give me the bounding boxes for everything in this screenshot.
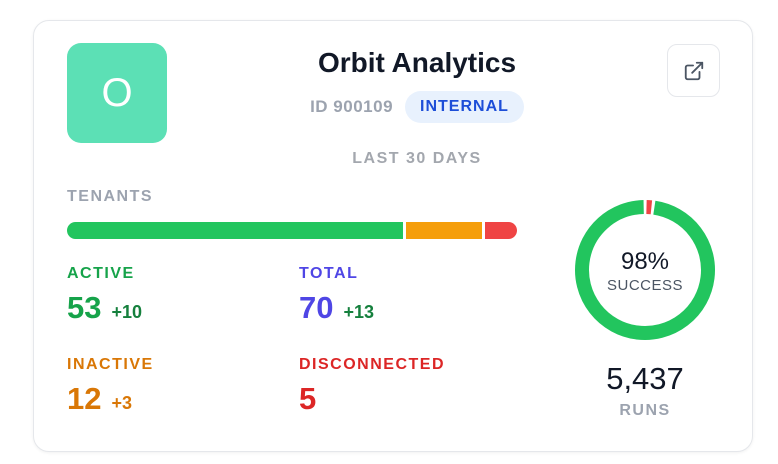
stat-disconnected-label: DISCONNECTED	[299, 356, 446, 373]
bar-segment-active	[67, 222, 404, 239]
success-percent: 98%	[620, 247, 670, 275]
stat-total-value: 70	[299, 290, 334, 325]
stat-active-value: 53	[67, 290, 102, 325]
status-badge: INTERNAL	[405, 91, 524, 123]
open-external-button[interactable]	[667, 44, 720, 97]
stat-total: TOTAL 70 +13	[299, 264, 374, 326]
stat-inactive-label: INACTIVE	[67, 356, 154, 373]
stat-inactive-value: 12	[67, 381, 102, 416]
app-summary-card: O Orbit Analytics ID 900109 INTERNAL LAS…	[33, 20, 753, 452]
app-logo: O	[67, 43, 167, 143]
stat-total-label: TOTAL	[299, 265, 359, 282]
runs-label: RUNS	[619, 402, 671, 419]
donut-success-arc	[575, 200, 715, 340]
logo-letter: O	[101, 70, 133, 115]
stat-inactive: INACTIVE 12 +3	[67, 355, 154, 417]
app-id: ID 900109	[310, 97, 394, 116]
bar-segment-inactive	[406, 222, 483, 239]
stat-total-delta: +13	[343, 302, 375, 322]
period-label: LAST 30 DAYS	[352, 150, 482, 167]
stat-active: ACTIVE 53 +10	[67, 264, 142, 326]
bar-segment-disconnected	[485, 222, 517, 239]
stat-inactive-delta: +3	[111, 393, 133, 413]
success-donut-chart	[575, 200, 715, 340]
external-link-icon	[684, 61, 703, 80]
tenants-label: TENANTS	[67, 188, 154, 205]
app-meta: ID 900109 INTERNAL	[217, 91, 617, 123]
success-donut: 98% SUCCESS	[572, 197, 718, 343]
runs-value: 5,437	[606, 361, 684, 396]
donut-fail-arc	[575, 200, 715, 340]
stat-active-delta: +10	[111, 302, 143, 322]
success-label: SUCCESS	[606, 276, 684, 294]
stat-disconnected: DISCONNECTED 5	[299, 355, 445, 417]
stat-active-label: ACTIVE	[67, 265, 135, 282]
tenants-stacked-bar	[67, 222, 517, 239]
app-title: Orbit Analytics	[317, 47, 517, 78]
stat-disconnected-value: 5	[299, 381, 317, 416]
